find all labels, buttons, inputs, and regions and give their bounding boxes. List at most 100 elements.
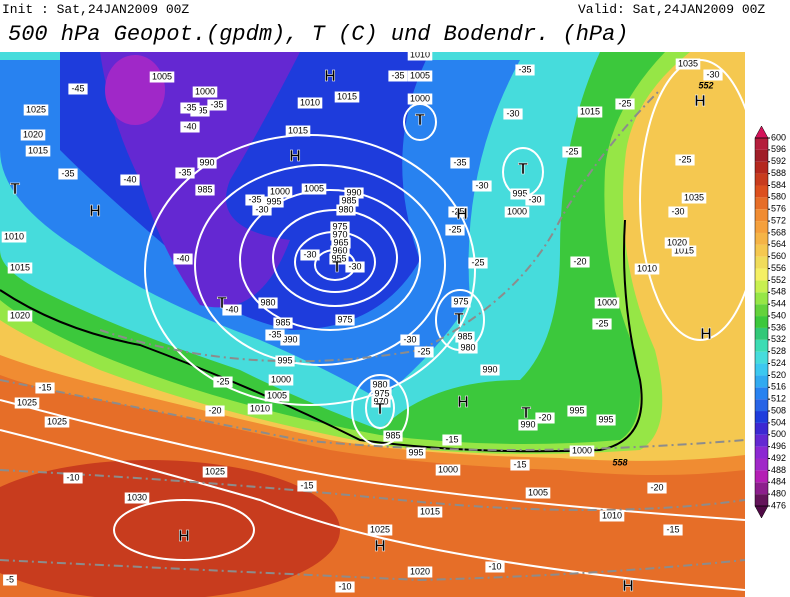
colorbar-bin xyxy=(755,244,768,257)
label-box xyxy=(400,334,420,346)
colorbar-bin xyxy=(755,280,768,293)
map-label: -45 xyxy=(71,83,84,93)
pressure-center: T xyxy=(415,112,425,129)
label-box xyxy=(448,206,468,218)
label-box xyxy=(192,86,218,98)
map-label: -30 xyxy=(706,69,719,79)
map-label: 1005 xyxy=(267,390,287,400)
label-box xyxy=(20,129,46,141)
colorbar-tick-label: 572 xyxy=(771,215,786,225)
map-label: -20 xyxy=(573,256,586,266)
label-box xyxy=(407,566,433,578)
label-box xyxy=(124,492,150,504)
label-box xyxy=(23,104,49,116)
map-label: 1020 xyxy=(667,237,687,247)
pressure-center: T xyxy=(375,401,385,418)
label-box xyxy=(335,314,355,326)
map-label: 975 xyxy=(374,388,389,398)
label-box xyxy=(668,206,688,218)
label-box xyxy=(268,374,294,386)
colorbar-bin xyxy=(755,434,768,447)
colorbar-bin xyxy=(755,197,768,210)
label-box xyxy=(190,105,210,117)
label-box xyxy=(596,414,616,426)
map-label: -25 xyxy=(448,224,461,234)
label-box xyxy=(388,70,408,82)
map-label: -25 xyxy=(618,98,631,108)
contour-label: 558 xyxy=(612,457,627,467)
pressure-center: H xyxy=(374,538,386,555)
map-label: 975 xyxy=(332,221,347,231)
map-label: -15 xyxy=(666,524,679,534)
label-box xyxy=(634,263,660,275)
map-label: 1015 xyxy=(28,145,48,155)
map-label: 985 xyxy=(457,331,472,341)
map-label: -40 xyxy=(183,121,196,131)
label-box xyxy=(25,145,51,157)
map-label: 1010 xyxy=(4,231,24,241)
colorbar-bin xyxy=(755,411,768,423)
label-box xyxy=(207,99,227,111)
colorbar-tick-label: 564 xyxy=(771,239,786,249)
label-box xyxy=(68,83,88,95)
label-box xyxy=(675,58,701,70)
colorbar-tick-label: 492 xyxy=(771,453,786,463)
map-label: 1030 xyxy=(127,492,147,502)
label-box xyxy=(451,296,471,308)
label-box xyxy=(195,184,215,196)
map-label: 1025 xyxy=(47,416,67,426)
map-label: -35 xyxy=(178,167,191,177)
label-box xyxy=(297,480,317,492)
pressure-center: T xyxy=(521,405,531,422)
label-box xyxy=(371,396,391,408)
colorbar-bin xyxy=(755,161,768,174)
valid-time: Valid: Sat,24JAN2009 00Z xyxy=(578,2,765,17)
label-box xyxy=(180,121,200,133)
colorbar-tick-label: 528 xyxy=(771,346,786,356)
label-box xyxy=(175,167,195,179)
label-box xyxy=(417,506,443,518)
label-box xyxy=(592,318,612,330)
label-box xyxy=(570,256,590,268)
label-box xyxy=(468,257,488,269)
map-label: 1000 xyxy=(572,445,592,455)
map-label: -10 xyxy=(66,472,79,482)
contour-label: 552 xyxy=(698,80,713,90)
label-box xyxy=(345,261,365,273)
label-box xyxy=(245,194,265,206)
colorbar-tick-label: 548 xyxy=(771,287,786,297)
map-label: 980 xyxy=(460,342,475,352)
map-label: -30 xyxy=(348,261,361,271)
label-box xyxy=(535,412,555,424)
field-warm xyxy=(0,460,340,597)
map-title: 500 hPa Geopot.(gpdm), T (C) und Bodendr… xyxy=(8,22,629,47)
field-magenta xyxy=(105,55,165,125)
colorbar-bin xyxy=(755,316,768,328)
colorbar-bin xyxy=(755,422,768,435)
label-box xyxy=(265,329,285,341)
pressure-center: T xyxy=(10,181,20,198)
pressure-center: H xyxy=(289,148,301,165)
map-label: -10 xyxy=(338,581,351,591)
map-label: -15 xyxy=(38,382,51,392)
label-box xyxy=(569,445,595,457)
map-label: -15 xyxy=(445,434,458,444)
colorbar-bottom xyxy=(754,505,769,519)
label-box xyxy=(335,581,355,593)
colorbar-frame xyxy=(754,137,769,507)
map-label: 1035 xyxy=(684,192,704,202)
map-label: 980 xyxy=(372,379,387,389)
label-box xyxy=(7,262,33,274)
colorbar-tick-label: 512 xyxy=(771,394,786,404)
colorbar-tick-label: 596 xyxy=(771,144,786,154)
map-label: 1020 xyxy=(23,129,43,139)
colorbar-bin xyxy=(755,494,768,506)
label-box xyxy=(367,524,393,536)
label-box xyxy=(663,524,683,536)
label-box xyxy=(414,346,434,358)
label-box xyxy=(285,125,311,137)
colorbar-tick-label: 500 xyxy=(771,429,786,439)
map-label: 1005 xyxy=(152,71,172,81)
label-box xyxy=(664,237,690,249)
